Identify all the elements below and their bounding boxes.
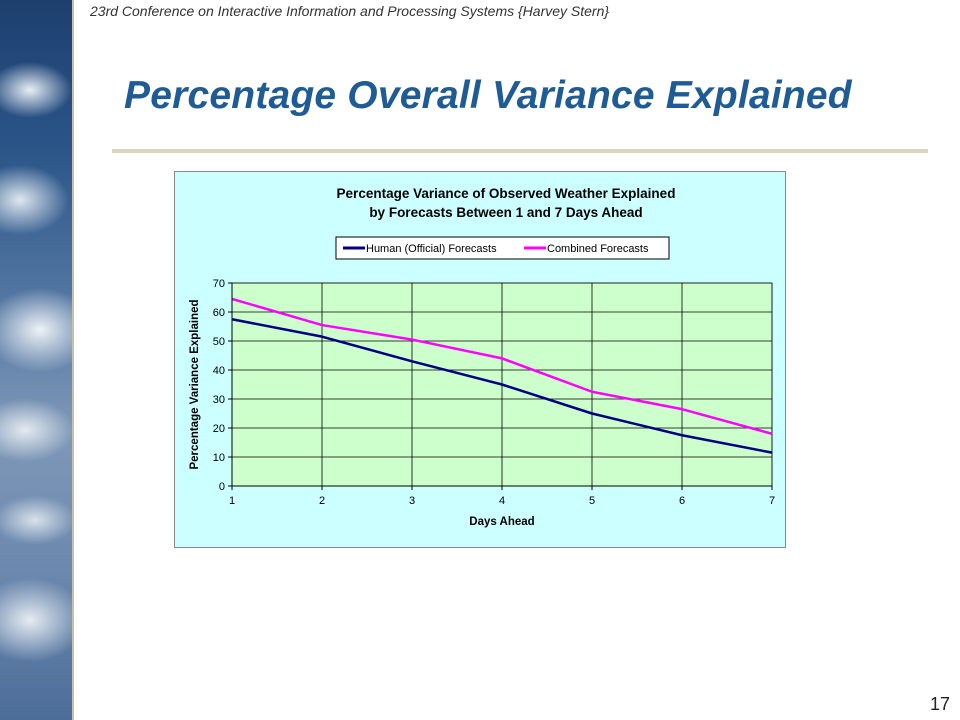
series-line-combined — [231, 297, 773, 436]
chart-container: Percentage Variance of Observed Weather … — [174, 171, 786, 548]
x-tick-label: 6 — [679, 495, 685, 507]
series-line-human — [231, 318, 773, 454]
y-tick-label: 20 — [213, 423, 225, 435]
conference-header: 23rd Conference on Interactive Informati… — [90, 3, 610, 19]
chart-subtitle: by Forecasts Between 1 and 7 Days Ahead — [369, 205, 642, 220]
x-tick-label: 4 — [499, 495, 505, 507]
legend-box — [335, 236, 670, 260]
legend-label-combined: Combined Forecasts — [547, 243, 649, 255]
strip-divider — [72, 0, 74, 720]
x-tick-label: 3 — [409, 495, 415, 507]
legend-label-human: Human (Official) Forecasts — [366, 243, 497, 255]
slide-title: Percentage Overall Variance Explained — [124, 74, 852, 117]
x-tick-label: 2 — [319, 495, 325, 507]
legend: Human (Official) Forecasts Combined Fore… — [335, 236, 670, 260]
sky-cloud-strip — [0, 0, 72, 720]
x-tick-label: 1 — [229, 495, 235, 507]
x-axis-label: Days Ahead — [469, 516, 534, 528]
y-tick-label: 40 — [213, 365, 225, 377]
y-tick-label: 30 — [213, 394, 225, 406]
x-tick-label: 7 — [769, 495, 775, 507]
axes: 0 10 20 30 40 50 60 70 1 2 3 4 5 6 7 — [213, 278, 775, 507]
y-axis-label: Percentage Variance Explained — [189, 299, 201, 469]
chart-title: Percentage Variance of Observed Weather … — [337, 186, 676, 201]
page-number: 17 — [930, 694, 951, 714]
y-tick-label: 0 — [219, 481, 225, 493]
series-lines — [231, 297, 773, 454]
x-tick-label: 5 — [589, 495, 595, 507]
y-tick-label: 50 — [213, 336, 225, 348]
y-tick-label: 70 — [213, 278, 225, 290]
title-underline — [112, 149, 928, 153]
y-tick-label: 10 — [213, 452, 225, 464]
line-chart: Percentage Variance of Observed Weather … — [189, 186, 775, 528]
y-tick-label: 60 — [213, 307, 225, 319]
